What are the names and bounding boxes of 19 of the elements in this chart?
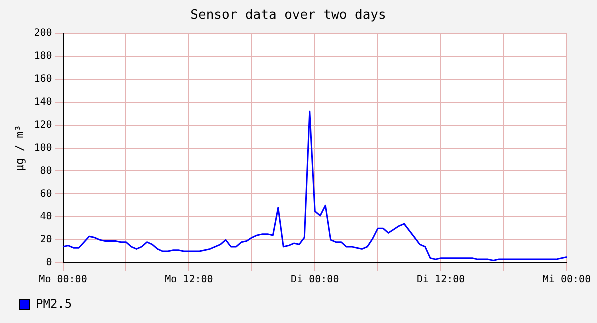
y-tick-label: 120 [34,120,52,131]
y-tick-label: 20 [40,234,52,246]
y-tick-label: 160 [34,74,52,86]
y-axis-title: µg / m³ [13,125,26,172]
y-tick-label: 100 [34,142,52,154]
y-tick-label: 140 [34,97,52,108]
x-tick-label: Mo 12:00 [165,274,214,286]
y-tick-label: 200 [34,28,52,40]
y-tick-label: 80 [40,166,52,177]
y-tick-label: 180 [34,51,52,62]
chart-title: Sensor data over two days [190,8,386,24]
x-tick-label: Mi 00:00 [542,274,592,286]
y-tick-label: 60 [40,188,52,200]
x-tick-label: Mo 00:00 [39,274,88,286]
x-tick-label: Di 12:00 [416,274,466,286]
legend-label: PM2.5 [36,297,72,312]
y-tick-label: 0 [46,258,52,269]
y-tick-label: 40 [40,212,52,223]
x-tick-label: Di 00:00 [291,274,340,286]
